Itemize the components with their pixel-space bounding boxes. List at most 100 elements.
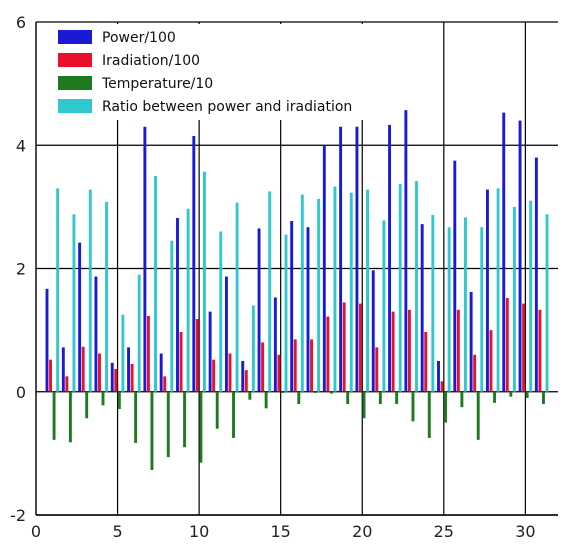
bar	[88, 189, 92, 392]
legend-swatch	[58, 30, 92, 44]
bar	[277, 354, 281, 392]
bar	[68, 391, 72, 443]
bar	[346, 391, 350, 405]
legend-swatch	[58, 53, 92, 67]
bar	[297, 391, 301, 405]
x-tick-label: 10	[189, 522, 209, 541]
bar	[170, 240, 174, 392]
bar	[505, 298, 509, 392]
bar	[463, 217, 467, 392]
bar	[395, 391, 399, 405]
bar	[146, 315, 150, 392]
bar	[186, 208, 190, 392]
bar	[453, 160, 457, 392]
bar	[105, 201, 109, 392]
y-tick-label: 0	[16, 383, 26, 402]
bar	[130, 364, 134, 392]
bar	[371, 270, 375, 392]
bar	[117, 391, 121, 410]
bar	[261, 342, 265, 392]
x-tick-label: 15	[271, 522, 291, 541]
bar	[447, 227, 451, 392]
bar	[78, 242, 82, 392]
bar	[496, 188, 500, 392]
bar	[241, 360, 245, 392]
bar	[415, 180, 418, 392]
bar	[208, 311, 212, 392]
bar	[333, 186, 337, 392]
bar	[342, 302, 346, 392]
bar	[284, 234, 288, 392]
x-tick-label: 30	[515, 522, 535, 541]
y-tick-label: 4	[16, 136, 26, 155]
bar	[248, 391, 252, 400]
bar	[61, 347, 65, 392]
bar	[375, 347, 379, 392]
bar	[45, 288, 49, 392]
bar	[235, 202, 239, 392]
bar	[326, 316, 330, 392]
bar	[469, 291, 473, 392]
bar	[176, 217, 179, 392]
bar	[525, 391, 529, 398]
y-tick-label: 2	[16, 260, 26, 279]
bar	[219, 231, 223, 392]
legend-label: Power/100	[102, 30, 176, 46]
bar	[382, 220, 386, 392]
bar	[98, 353, 101, 392]
bar	[72, 214, 76, 392]
bar	[134, 391, 138, 443]
bar	[322, 145, 326, 392]
tick-labels: -2 0 2 4 6 0 5 10 15 20 25 30	[10, 13, 536, 541]
bar	[94, 276, 98, 392]
bar	[110, 362, 114, 392]
bar	[398, 184, 402, 392]
legend-swatch	[58, 76, 92, 90]
bar	[290, 221, 294, 392]
bars	[45, 110, 549, 471]
bar	[202, 171, 206, 392]
bar	[244, 370, 248, 392]
bar	[437, 360, 440, 392]
bar	[329, 391, 333, 394]
bar	[273, 297, 277, 392]
legend-background	[52, 24, 382, 120]
bar	[65, 376, 69, 392]
x-tick-label: 25	[434, 522, 454, 541]
legend-label: Temperature/10	[101, 76, 213, 92]
bar	[485, 189, 489, 392]
bar	[199, 391, 203, 463]
bar	[355, 126, 359, 392]
bar	[427, 391, 431, 438]
axes	[35, 22, 558, 516]
bar	[512, 206, 516, 392]
bar	[473, 354, 477, 392]
bar	[411, 391, 415, 422]
y-tick-label: -2	[10, 506, 26, 525]
bar	[538, 309, 542, 392]
bar	[101, 391, 105, 406]
bar	[163, 376, 167, 392]
bar	[183, 391, 187, 448]
bar	[56, 188, 60, 392]
legend-label: Iradiation/100	[102, 53, 200, 69]
bar	[268, 191, 272, 392]
bar	[232, 391, 235, 438]
bar	[456, 309, 460, 392]
x-tick-label: 0	[31, 522, 41, 541]
bar	[489, 330, 493, 392]
bar	[114, 368, 118, 392]
bar	[195, 319, 199, 392]
bar	[150, 391, 154, 471]
bar	[306, 227, 310, 392]
bar	[166, 391, 170, 458]
bar	[480, 227, 484, 392]
bar	[257, 228, 261, 392]
bar	[349, 192, 353, 392]
bar	[534, 157, 538, 392]
bar	[127, 347, 131, 392]
bar	[313, 391, 317, 393]
bar	[407, 309, 411, 392]
bar	[440, 381, 444, 392]
